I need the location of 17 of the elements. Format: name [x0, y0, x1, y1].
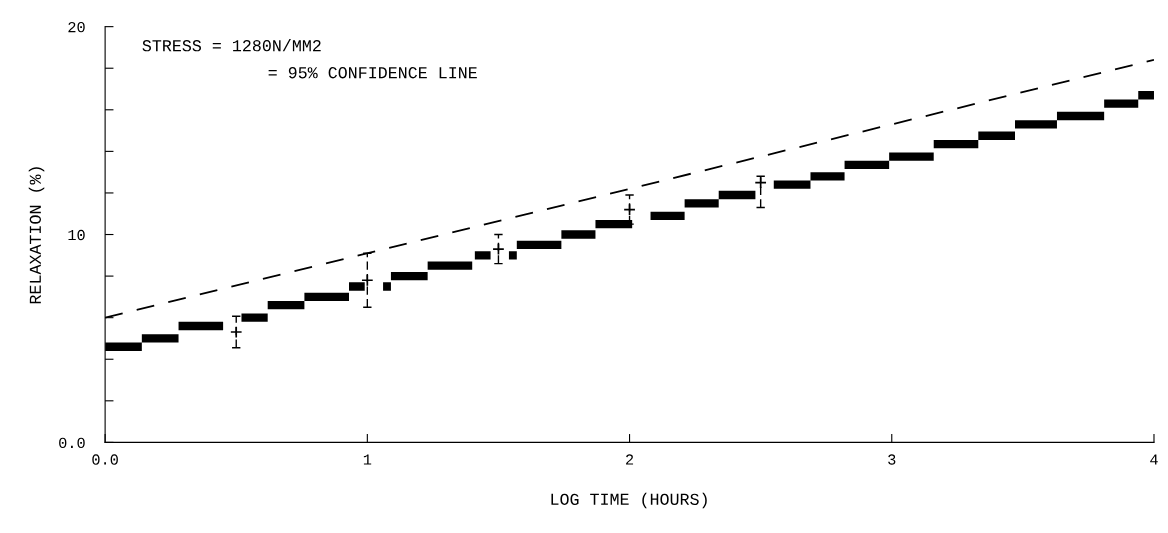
x-tick-label: 3 [888, 454, 896, 465]
point [492, 242, 505, 256]
y-tick-label: 10 [68, 229, 85, 241]
x-axis-title: LOG TIME (HOURS) [551, 492, 707, 509]
annotation: = 95% CONFIDENCE LINE [268, 67, 477, 79]
point [230, 325, 243, 339]
y-tick-label: 20 [68, 21, 85, 33]
y-tick-label: 0.0 [59, 437, 85, 449]
y-axis-title: RELAXATION (%) [28, 167, 45, 304]
annotation: STRESS = 1280N/MM2 [142, 39, 321, 52]
x-tick-label: 4 [1150, 454, 1158, 465]
x-tick-label: 2 [626, 454, 634, 465]
x-tick-label: 0.0 [92, 454, 118, 465]
point [754, 176, 767, 189]
point [361, 274, 374, 287]
point [623, 203, 636, 216]
x-tick-label: 1 [363, 454, 372, 465]
